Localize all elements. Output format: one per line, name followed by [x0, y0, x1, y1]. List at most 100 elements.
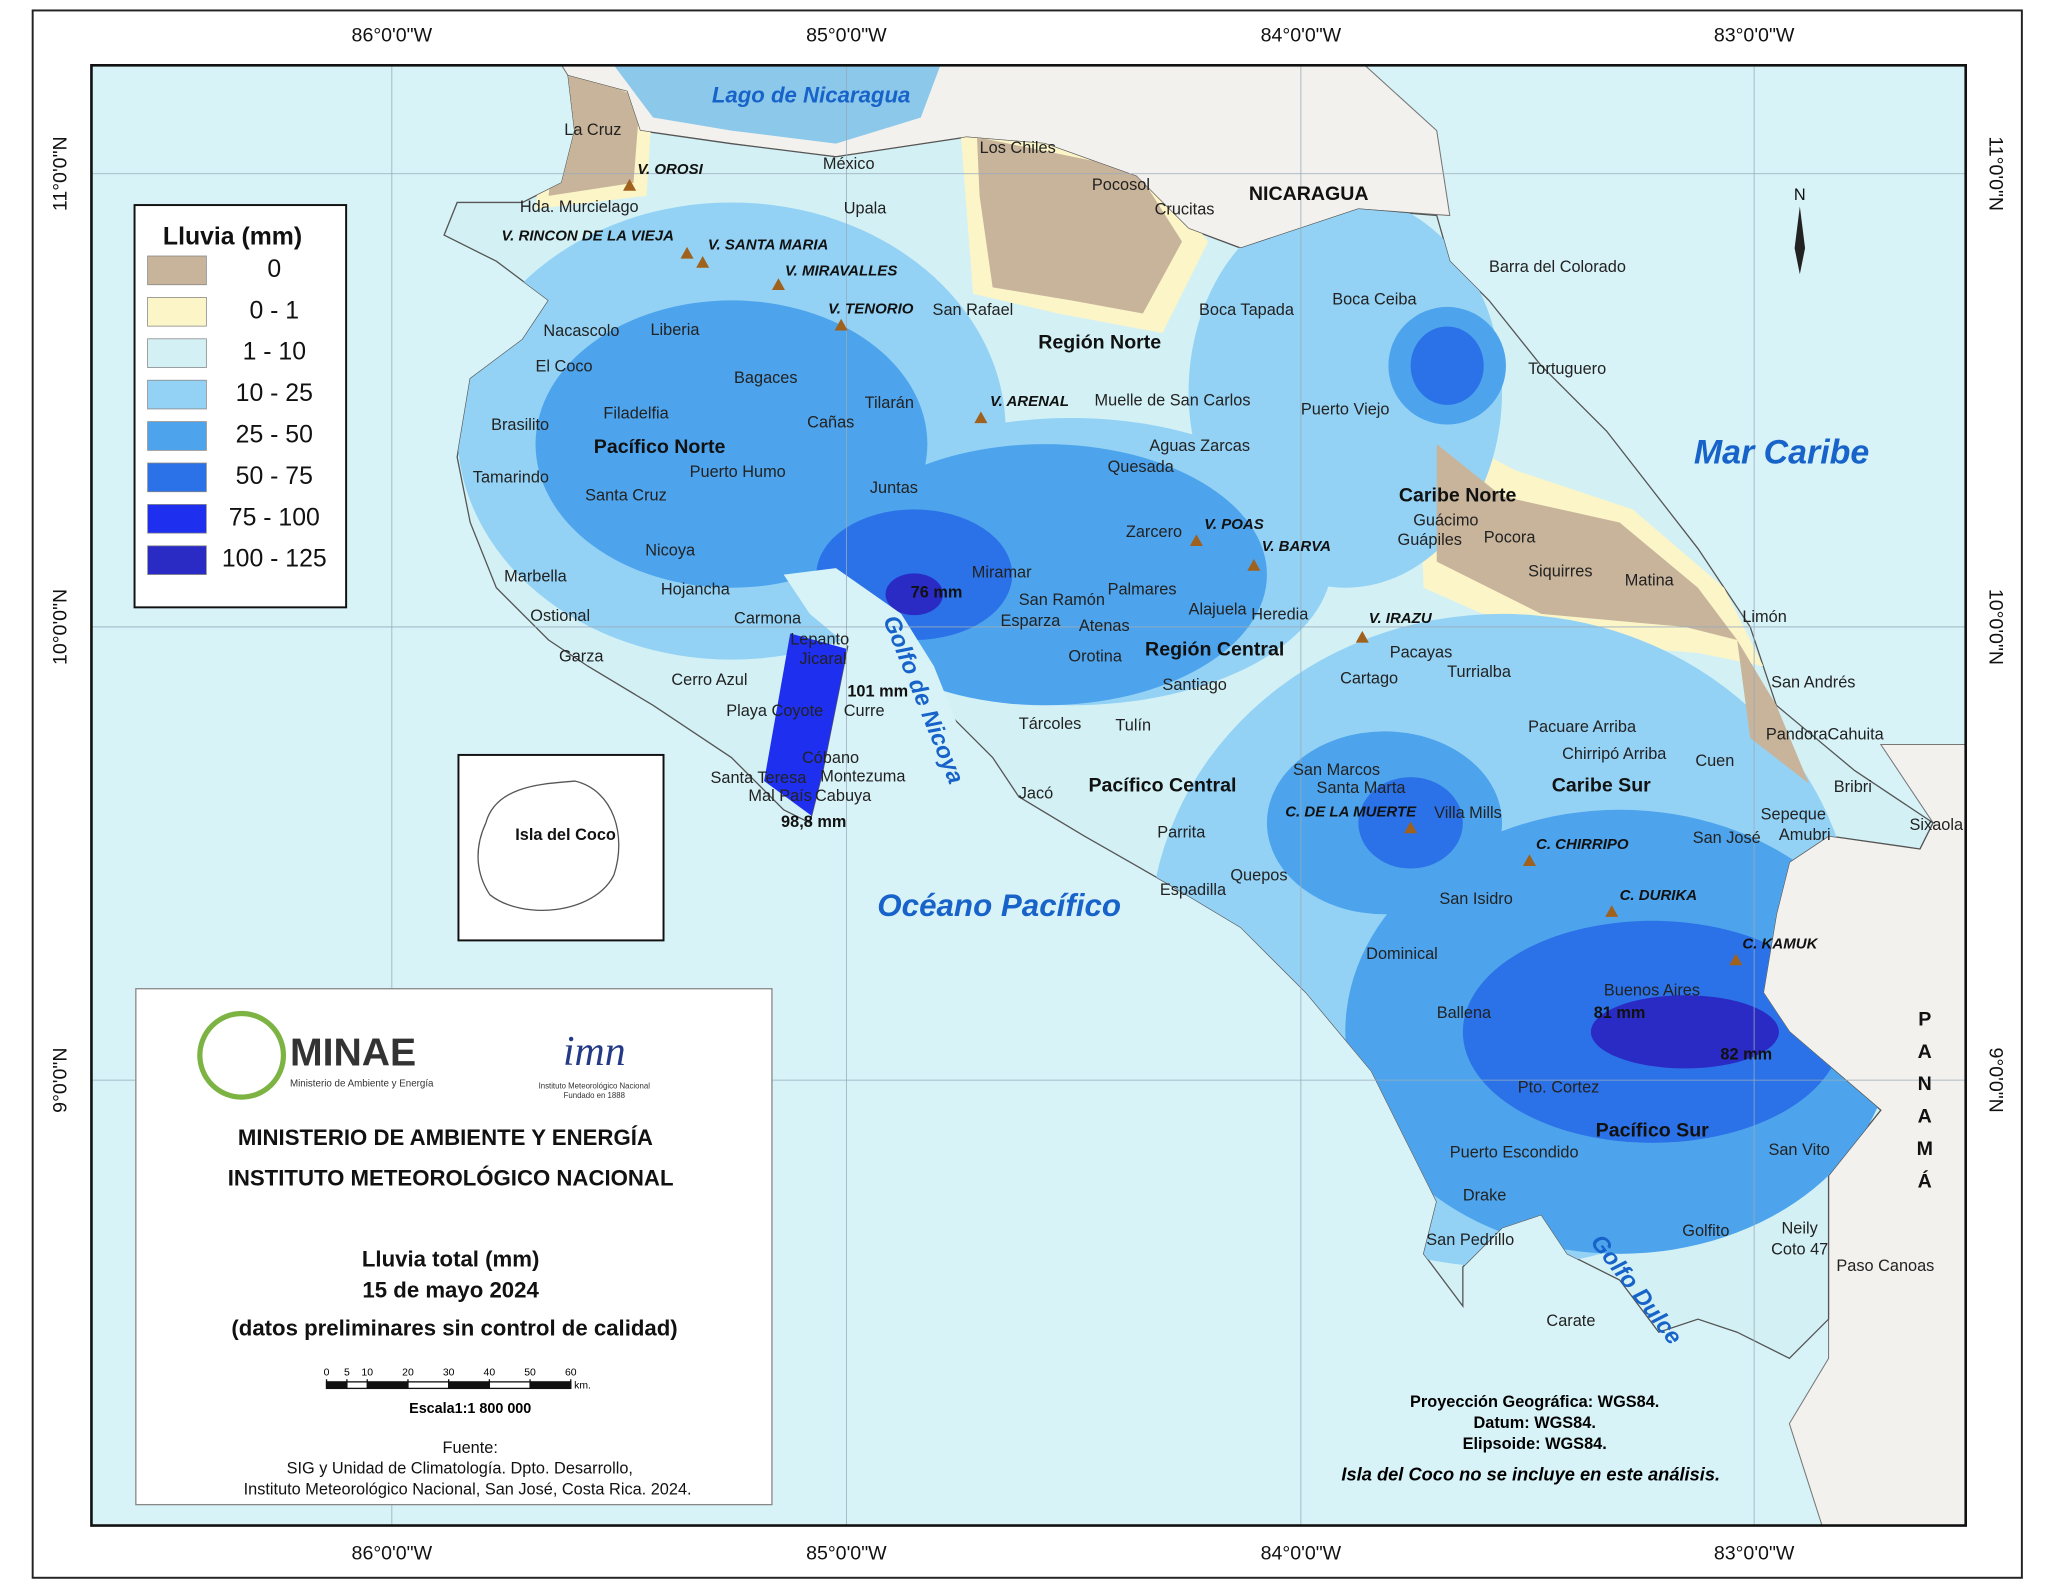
place-label: PandoraCahuita	[1766, 726, 1885, 744]
gulf-nicoya	[783, 568, 961, 732]
place-label: Tulín	[1115, 717, 1151, 735]
volcano-label: V. IRAZU	[1369, 610, 1433, 627]
graticule-label: 11°0'0"N	[50, 136, 72, 211]
volcano-label: C. DURIKA	[1620, 887, 1698, 904]
place-label: Dominical	[1366, 945, 1438, 963]
place-label: Crucitas	[1155, 201, 1215, 219]
region-label: Caribe Norte	[1399, 484, 1517, 506]
rain-zone	[1436, 444, 1738, 640]
region-label: Pacífico Norte	[594, 436, 726, 458]
place-label: Juntas	[870, 479, 918, 497]
place-label: Tárcoles	[1019, 715, 1082, 733]
volcano-label: V. SANTA MARIA	[708, 237, 828, 254]
inset-label: Isla del Coco	[515, 826, 616, 844]
info-title: Lluvia total (mm)	[362, 1246, 540, 1271]
inset-island	[477, 780, 620, 911]
place-label: Cuen	[1695, 752, 1734, 770]
info-line: INSTITUTO METEOROLÓGICO NACIONAL	[228, 1165, 674, 1190]
scale-tick-label: 0	[324, 1367, 330, 1378]
graticule-label: 83°0'0"W	[1714, 1542, 1795, 1564]
water-label: Mar Caribe	[1694, 433, 1869, 471]
place-label: Pacayas	[1390, 643, 1453, 661]
legend-swatch	[147, 255, 207, 286]
place-label: San Vito	[1768, 1141, 1829, 1159]
graticule-label: 84°0'0"W	[1261, 25, 1342, 47]
place-label: Miramar	[972, 564, 1032, 582]
volcano-label: V. ARENAL	[990, 393, 1069, 410]
graticule-label: 85°0'0"W	[806, 1542, 887, 1564]
place-label: Zarcero	[1126, 523, 1182, 541]
scale-tick-label: 50	[524, 1367, 536, 1378]
place-label: Nacascolo	[543, 322, 619, 340]
place-label: Lepanto	[790, 630, 849, 648]
legend-label: 50 - 75	[236, 463, 313, 490]
graticule-label: 84°0'0"W	[1261, 1542, 1342, 1564]
place-label: Santa Marta	[1317, 779, 1407, 797]
place-label: La Cruz	[564, 121, 621, 139]
graticule-label: 10°0'0"N	[1984, 589, 2006, 665]
place-label: Marbella	[504, 568, 567, 586]
minae-logo: MINAE	[290, 1032, 416, 1075]
scale-segment	[367, 1381, 408, 1389]
place-label: Playa Coyote	[726, 702, 823, 720]
place-label: San José	[1693, 829, 1761, 847]
scale-segment	[326, 1381, 347, 1389]
place-label: Siquirres	[1528, 562, 1592, 580]
place-label: Los Chiles	[980, 139, 1056, 157]
water-label: Océano Pacífico	[877, 888, 1121, 923]
place-label: San Isidro	[1439, 890, 1512, 908]
place-label: Coto 47	[1771, 1240, 1828, 1258]
rain-zone	[976, 137, 1183, 314]
volcano-label: V. POAS	[1204, 516, 1264, 533]
projection-line: Elipsoide: WGS84.	[1463, 1435, 1607, 1453]
place-label: Boca Tapada	[1199, 301, 1295, 319]
place-label: Espadilla	[1160, 881, 1227, 899]
rain-zone	[548, 75, 641, 196]
projection-line: Datum: WGS84.	[1473, 1414, 1595, 1432]
place-label: Tilarán	[865, 394, 914, 412]
graticule-label: 10°0'0"N	[50, 589, 72, 665]
legend-title: Lluvia (mm)	[163, 223, 302, 250]
volcano-marker	[834, 318, 848, 331]
place-label: Ballena	[1437, 1004, 1492, 1022]
place-label: Muelle de San Carlos	[1095, 391, 1251, 409]
place-label: Boca Ceiba	[1332, 291, 1417, 309]
rain-zone	[535, 300, 928, 588]
place-label: Hojancha	[661, 581, 731, 599]
place-label: Pocosol	[1092, 176, 1150, 194]
rain-zone	[1737, 639, 1809, 784]
graticule-label: 85°0'0"W	[806, 25, 887, 47]
place-label: Cóbano	[802, 749, 859, 767]
place-label: Curre	[844, 702, 885, 720]
region-label: Pacífico Sur	[1596, 1119, 1710, 1141]
region-label: Pacífico Central	[1088, 774, 1236, 796]
info-box	[135, 988, 773, 1506]
place-label: Barra del Colorado	[1489, 258, 1626, 276]
volcano-marker	[1247, 559, 1261, 571]
graticule-label: 11°0'0"N	[1984, 136, 2006, 211]
place-label: San Ramón	[1019, 591, 1105, 609]
legend-swatch	[147, 338, 207, 368]
minae-logo-sub: Ministerio de Ambiente y Energía	[290, 1079, 434, 1090]
place-label: San Marcos	[1293, 761, 1380, 779]
north-label: N	[1794, 186, 1806, 204]
place-label: Parrita	[1157, 824, 1206, 842]
volcano-marker	[1404, 821, 1418, 834]
legend-label: 100 - 125	[222, 546, 327, 573]
place-label: Paso Canoas	[1836, 1257, 1934, 1275]
imn-logo-sub: Instituto Meteorológico Nacional	[539, 1082, 651, 1091]
graticule-label: 86°0'0"W	[352, 25, 433, 47]
legend-swatch	[147, 297, 207, 327]
place-label: Aguas Zarcas	[1149, 437, 1250, 455]
volcano-label: C. CHIRRIPO	[1536, 836, 1629, 853]
place-label: Esparza	[1000, 612, 1061, 630]
volcano-label: V. RINCON DE LA VIEJA	[502, 227, 674, 244]
volcano-marker	[696, 255, 710, 268]
place-label: Matina	[1625, 572, 1675, 590]
rain-label: 98,8 mm	[781, 813, 846, 831]
place-label: Mal País	[748, 787, 811, 805]
rain-zone	[822, 444, 1267, 706]
imn-logo-sub: Fundado en 1888	[564, 1091, 626, 1100]
place-label: Amubri	[1779, 826, 1831, 844]
place-label: San Andrés	[1771, 673, 1855, 691]
